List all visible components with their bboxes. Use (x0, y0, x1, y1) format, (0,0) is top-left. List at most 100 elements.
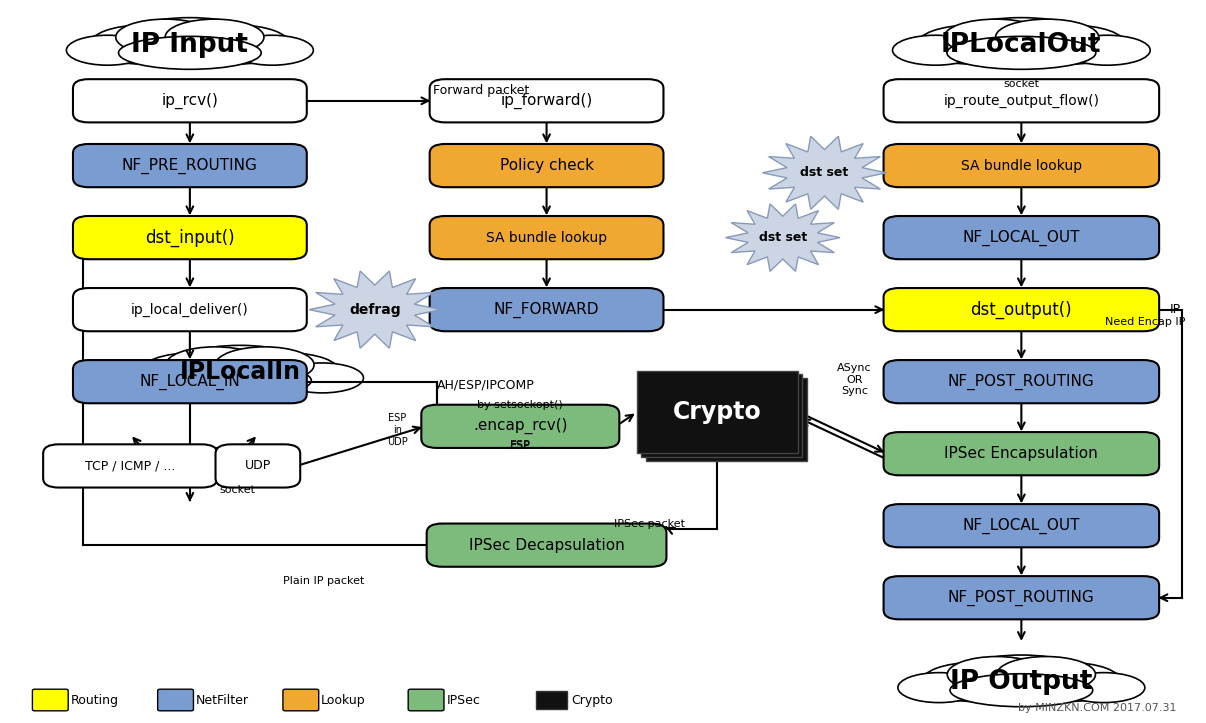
FancyBboxPatch shape (33, 689, 69, 711)
FancyBboxPatch shape (74, 144, 306, 187)
FancyBboxPatch shape (429, 144, 663, 187)
Text: IPLocalIn: IPLocalIn (180, 360, 300, 385)
Text: NetFilter: NetFilter (195, 693, 248, 706)
Text: dst_input(): dst_input() (145, 228, 235, 247)
Text: Plain IP packet: Plain IP packet (282, 576, 364, 586)
Text: IP Input: IP Input (131, 32, 248, 58)
Ellipse shape (1017, 662, 1122, 701)
Text: Routing: Routing (71, 693, 118, 706)
Text: ESP: ESP (510, 441, 531, 450)
Ellipse shape (1062, 672, 1144, 703)
FancyBboxPatch shape (74, 360, 306, 403)
Text: Forward packet: Forward packet (433, 84, 529, 97)
FancyBboxPatch shape (216, 445, 300, 487)
FancyBboxPatch shape (884, 576, 1159, 620)
Ellipse shape (921, 662, 1025, 701)
Text: SA bundle lookup: SA bundle lookup (486, 231, 607, 244)
Ellipse shape (118, 17, 262, 64)
Text: socket: socket (219, 484, 256, 495)
Text: by setsockopt(): by setsockopt() (478, 400, 563, 410)
Ellipse shape (996, 19, 1099, 55)
FancyBboxPatch shape (884, 288, 1159, 331)
Ellipse shape (166, 347, 264, 382)
FancyBboxPatch shape (74, 288, 306, 331)
Text: ip_route_output_flow(): ip_route_output_flow() (943, 94, 1100, 108)
Ellipse shape (947, 656, 1046, 693)
FancyBboxPatch shape (884, 432, 1159, 475)
Text: IPLocalOut: IPLocalOut (941, 32, 1101, 58)
Text: dst set: dst set (759, 231, 807, 244)
Ellipse shape (169, 346, 311, 392)
Text: Policy check: Policy check (499, 158, 593, 173)
Text: NF_POST_ROUTING: NF_POST_ROUTING (948, 374, 1095, 390)
Text: TCP / ICMP / ...: TCP / ICMP / ... (86, 459, 175, 472)
FancyBboxPatch shape (283, 689, 318, 711)
FancyBboxPatch shape (43, 445, 217, 487)
Text: Crypto: Crypto (673, 400, 761, 424)
Text: IPSec: IPSec (446, 693, 480, 706)
FancyBboxPatch shape (158, 689, 193, 711)
Text: ASync
OR
Sync: ASync OR Sync (837, 363, 872, 396)
FancyBboxPatch shape (74, 216, 306, 260)
Ellipse shape (1017, 25, 1126, 64)
Text: by MINZKN.COM 2017.07.31: by MINZKN.COM 2017.07.31 (1018, 703, 1176, 713)
FancyBboxPatch shape (637, 370, 797, 453)
Text: NF_PRE_ROUTING: NF_PRE_ROUTING (122, 158, 258, 174)
Ellipse shape (947, 17, 1096, 64)
Text: ESP
in
UDP: ESP in UDP (387, 414, 408, 447)
Text: IPSec packet: IPSec packet (614, 518, 685, 529)
FancyBboxPatch shape (74, 80, 306, 122)
Text: dst_output(): dst_output() (971, 301, 1072, 319)
Text: NF_LOCAL_OUT: NF_LOCAL_OUT (962, 518, 1081, 534)
Ellipse shape (186, 25, 289, 64)
Ellipse shape (944, 19, 1047, 55)
FancyBboxPatch shape (884, 80, 1159, 122)
Text: IPSec Encapsulation: IPSec Encapsulation (944, 446, 1099, 461)
Ellipse shape (281, 363, 363, 393)
Text: UDP: UDP (245, 459, 271, 472)
Text: ip_rcv(): ip_rcv() (162, 93, 218, 109)
FancyBboxPatch shape (421, 405, 620, 448)
Text: ip_forward(): ip_forward() (500, 93, 592, 109)
Text: NF_FORWARD: NF_FORWARD (493, 301, 599, 317)
Ellipse shape (66, 35, 148, 65)
FancyBboxPatch shape (884, 216, 1159, 260)
Ellipse shape (140, 353, 244, 392)
Ellipse shape (117, 363, 199, 393)
Ellipse shape (118, 36, 262, 69)
Ellipse shape (892, 35, 978, 65)
Text: defrag: defrag (349, 303, 400, 317)
Ellipse shape (116, 19, 215, 55)
Ellipse shape (216, 347, 314, 382)
Ellipse shape (996, 656, 1095, 693)
FancyBboxPatch shape (642, 374, 802, 457)
FancyBboxPatch shape (429, 288, 663, 331)
FancyBboxPatch shape (429, 216, 663, 260)
Ellipse shape (232, 35, 314, 65)
Text: IP Output: IP Output (950, 669, 1093, 695)
Ellipse shape (898, 672, 980, 703)
FancyBboxPatch shape (535, 690, 567, 709)
Ellipse shape (950, 655, 1093, 701)
Text: IP: IP (1170, 303, 1181, 316)
Ellipse shape (950, 674, 1093, 706)
FancyBboxPatch shape (884, 504, 1159, 547)
FancyBboxPatch shape (884, 144, 1159, 187)
Ellipse shape (236, 353, 340, 392)
Text: NF_POST_ROUTING: NF_POST_ROUTING (948, 590, 1095, 606)
FancyBboxPatch shape (408, 689, 444, 711)
Text: NF_LOCAL_IN: NF_LOCAL_IN (140, 374, 240, 390)
Ellipse shape (1065, 35, 1151, 65)
Ellipse shape (169, 364, 311, 397)
FancyBboxPatch shape (427, 523, 667, 567)
Ellipse shape (947, 36, 1096, 69)
Text: Crypto: Crypto (572, 693, 613, 706)
Ellipse shape (917, 25, 1025, 64)
FancyBboxPatch shape (429, 80, 663, 122)
Ellipse shape (165, 19, 264, 55)
Polygon shape (726, 204, 841, 271)
Text: Lookup: Lookup (321, 693, 365, 706)
Text: ESP: ESP (510, 440, 531, 450)
Text: SA bundle lookup: SA bundle lookup (961, 158, 1082, 173)
Text: AH/ESP/IPCOMP: AH/ESP/IPCOMP (437, 378, 534, 391)
